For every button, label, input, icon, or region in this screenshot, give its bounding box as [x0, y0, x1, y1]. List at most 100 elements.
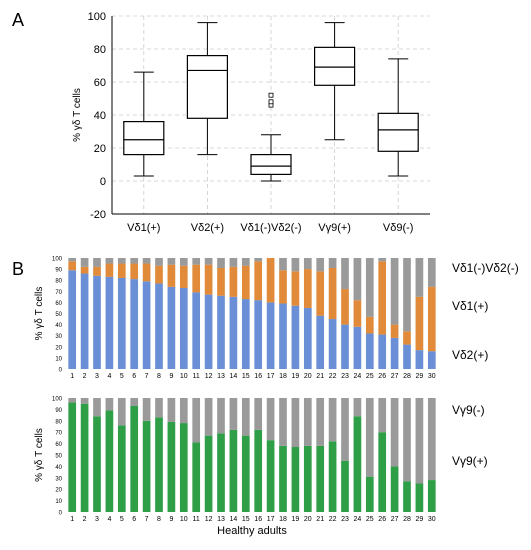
bar-segment	[328, 319, 337, 369]
bar-segment	[229, 296, 238, 369]
x-tick-label: 22	[329, 516, 337, 523]
bar-segment	[192, 258, 201, 265]
bar-segment	[254, 258, 263, 262]
bar-segment	[204, 294, 213, 369]
y-tick-label: 40	[55, 465, 62, 471]
bar-segment	[415, 258, 424, 297]
y-tick-label: 100	[52, 257, 63, 263]
y-axis-label: % γδ T cells	[72, 88, 83, 142]
box-outlier	[268, 92, 274, 98]
bar-segment	[390, 398, 399, 467]
bar-segment	[291, 258, 300, 272]
x-tick-label: 16	[254, 516, 262, 523]
bar-segment	[279, 303, 287, 369]
x-axis-label: Healthy adults	[217, 525, 287, 537]
bar-segment	[80, 403, 89, 512]
bar-segment	[130, 279, 139, 369]
bar-segment	[93, 258, 101, 267]
x-tick-label: 27	[391, 373, 399, 380]
y-axis-label: % γδ T cells	[34, 287, 45, 341]
bar-segment	[266, 258, 275, 303]
y-tick-label: 100	[88, 11, 106, 23]
bar-segment	[204, 435, 213, 512]
x-tick-label: 9	[169, 373, 173, 380]
bar-segment	[93, 416, 101, 512]
bar-segment	[341, 258, 349, 290]
bar-segment	[217, 267, 225, 296]
x-tick-label: 5	[120, 373, 124, 380]
bar-segment	[105, 263, 114, 277]
x-tick-label: 21	[316, 373, 324, 380]
bar-segment	[279, 445, 287, 512]
x-tick-label: 26	[378, 516, 386, 523]
y-tick-label: 90	[55, 268, 62, 274]
x-tick-label: 10	[180, 516, 188, 523]
bar-segment	[229, 258, 238, 267]
x-tick-label: 12	[205, 516, 213, 523]
y-tick-label: 80	[55, 279, 62, 285]
y-tick-label: 50	[55, 454, 62, 460]
bar-segment	[365, 398, 374, 477]
bar-segment	[378, 432, 387, 512]
y-tick-label: 40	[94, 110, 106, 122]
bar-segment	[80, 266, 89, 274]
x-tick-label: 13	[217, 373, 225, 380]
legend-label: Vδ1(+)	[452, 299, 488, 313]
x-tick-label: 18	[279, 373, 287, 380]
bar-segment	[68, 402, 77, 512]
bar-segment	[378, 334, 387, 369]
x-tick-label: 14	[230, 373, 238, 380]
y-tick-label: 20	[55, 345, 62, 351]
bar-segment	[93, 275, 101, 369]
x-tick-label: 4	[107, 516, 111, 523]
y-tick-label: 100	[52, 397, 63, 403]
bar-segment	[390, 324, 399, 338]
bar-segment	[192, 442, 201, 512]
bar-segment	[142, 398, 151, 421]
bar-segment	[105, 398, 114, 411]
bar-segment	[403, 331, 411, 345]
y-tick-label: 30	[55, 334, 62, 340]
x-tick-label: 2	[83, 516, 87, 523]
y-tick-label: 40	[55, 323, 62, 329]
y-tick-label: 30	[55, 476, 62, 482]
bar-segment	[415, 398, 424, 484]
x-tick-label: 11	[193, 373, 200, 380]
box-iqr	[314, 46, 356, 86]
bar-segment	[328, 441, 337, 512]
x-tick-label: 2	[83, 373, 87, 380]
bar-segment	[93, 398, 101, 417]
legend-label: Vγ9(-)	[452, 403, 485, 417]
x-tick-label: 16	[254, 373, 262, 380]
bar-segment	[241, 299, 250, 369]
bar-segment	[204, 258, 213, 265]
bar-segment	[204, 398, 213, 436]
bar-segment	[117, 263, 126, 278]
bar-segment	[303, 445, 312, 512]
bar-segment	[254, 429, 263, 512]
x-tick-label: 30	[428, 373, 436, 380]
box-iqr	[250, 154, 292, 176]
box-iqr	[377, 112, 419, 152]
bar-segment	[254, 261, 263, 301]
y-tick-label: -20	[90, 209, 106, 221]
bar-segment	[68, 270, 77, 369]
bar-segment	[303, 398, 312, 446]
bar-segment	[403, 258, 411, 332]
y-tick-label: 10	[55, 499, 62, 505]
bar-segment	[266, 302, 275, 369]
x-tick-label: Vδ1(-)Vδ2(-)	[240, 222, 301, 234]
bar-segment	[403, 398, 411, 482]
bar-segment	[403, 344, 411, 369]
x-tick-label: 19	[292, 516, 300, 523]
bar-segment	[241, 258, 250, 266]
y-tick-label: 60	[94, 77, 106, 89]
y-tick-label: 90	[55, 408, 62, 414]
box-iqr	[186, 54, 228, 119]
bar-segment	[427, 258, 436, 287]
x-tick-label: 10	[180, 373, 188, 380]
bar-segment	[266, 440, 275, 512]
bar-segment	[316, 315, 325, 369]
bar-segment	[341, 324, 349, 369]
